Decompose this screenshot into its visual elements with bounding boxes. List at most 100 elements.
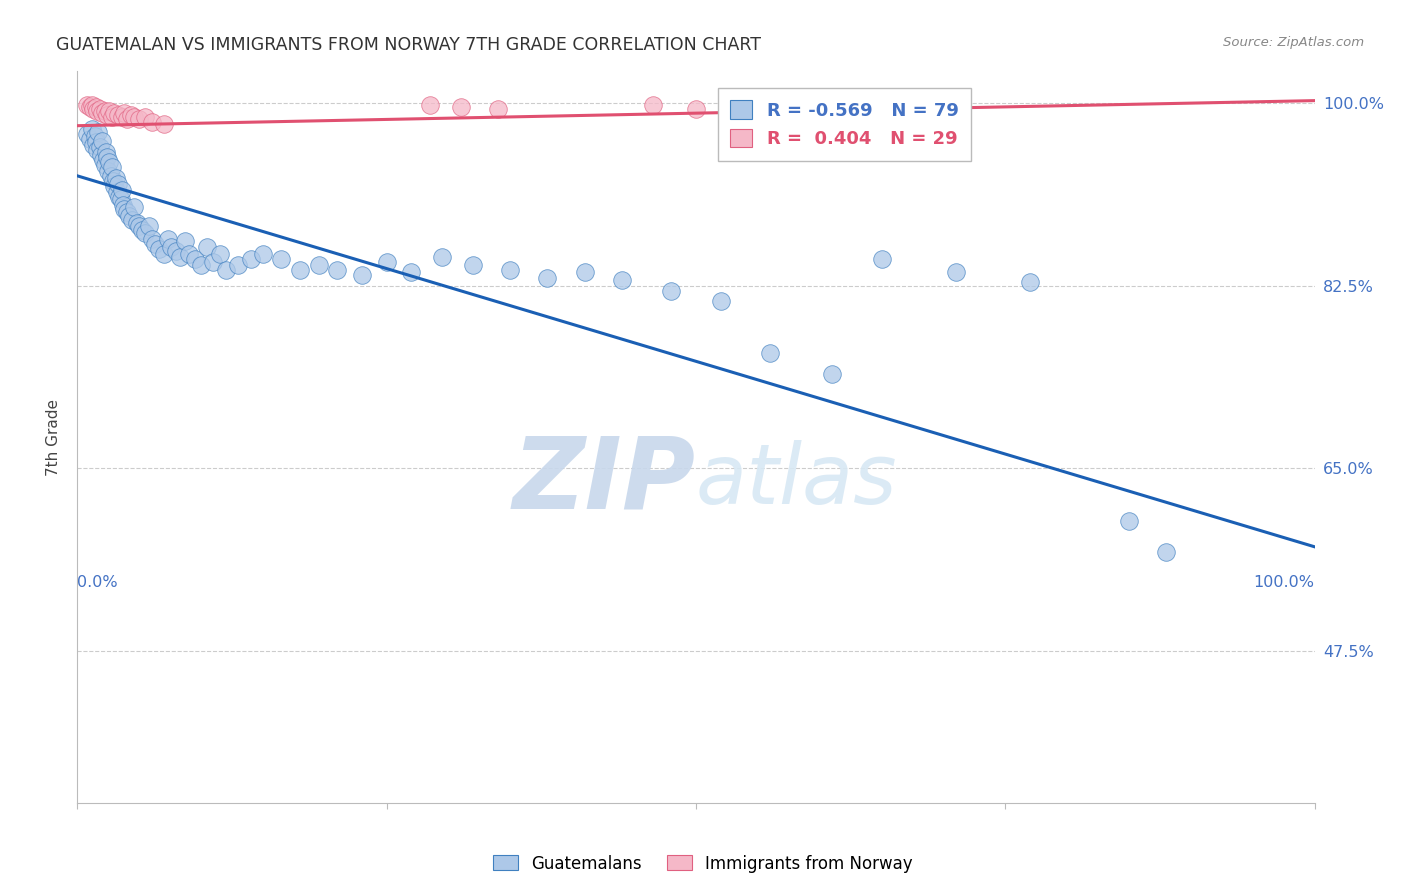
Point — [401, 265, 423, 279]
Point — [93, 104, 115, 119]
Point — [463, 258, 485, 272]
Point — [82, 97, 104, 112]
Point — [153, 247, 176, 261]
Point — [86, 104, 108, 119]
Point — [82, 137, 104, 152]
Point — [79, 132, 101, 146]
Point — [91, 134, 114, 148]
Point — [184, 252, 207, 267]
Legend: R = -0.569   N = 79, R =  0.404   N = 29: R = -0.569 N = 79, R = 0.404 N = 29 — [718, 87, 972, 161]
Point — [486, 102, 509, 116]
Point — [107, 108, 129, 122]
Point — [79, 100, 101, 114]
Point — [115, 205, 138, 219]
Point — [103, 174, 125, 188]
Point — [252, 247, 274, 261]
Point — [98, 104, 121, 119]
Point — [759, 100, 782, 114]
Point — [120, 108, 142, 122]
Point — [128, 219, 150, 233]
Point — [131, 223, 153, 237]
Point — [215, 263, 238, 277]
Point — [112, 198, 135, 212]
Point — [104, 170, 127, 185]
Point — [76, 127, 98, 141]
Point — [450, 100, 472, 114]
Point — [90, 148, 112, 162]
Point — [945, 265, 967, 279]
Point — [169, 251, 191, 265]
Point — [138, 219, 160, 233]
Point — [93, 158, 115, 172]
Point — [143, 236, 166, 251]
Point — [121, 212, 143, 227]
Point — [134, 227, 156, 241]
Point — [190, 258, 212, 272]
Point — [122, 111, 145, 125]
Point — [208, 247, 231, 261]
Point — [122, 200, 145, 214]
Point — [91, 153, 114, 168]
Point — [685, 102, 707, 116]
Point — [89, 102, 111, 116]
Point — [659, 284, 682, 298]
Point — [110, 192, 132, 206]
Point — [125, 216, 148, 230]
Point — [759, 346, 782, 360]
Text: ZIP: ZIP — [513, 433, 696, 530]
Point — [101, 111, 124, 125]
Point — [134, 111, 156, 125]
Point — [111, 184, 134, 198]
Point — [96, 150, 118, 164]
Point — [87, 125, 110, 139]
Legend: Guatemalans, Immigrants from Norway: Guatemalans, Immigrants from Norway — [486, 848, 920, 880]
Point — [103, 179, 125, 194]
Point — [100, 169, 122, 183]
Point — [350, 268, 373, 282]
Point — [870, 252, 893, 267]
Point — [288, 263, 311, 277]
Point — [195, 240, 218, 254]
Point — [107, 178, 129, 192]
Point — [174, 234, 197, 248]
Point — [141, 114, 163, 128]
Point — [118, 209, 141, 223]
Point — [574, 265, 596, 279]
Point — [112, 106, 135, 120]
Point — [82, 121, 104, 136]
Point — [86, 143, 108, 157]
Point — [153, 117, 176, 131]
Text: Source: ZipAtlas.com: Source: ZipAtlas.com — [1223, 36, 1364, 49]
Point — [536, 271, 558, 285]
Text: 0.0%: 0.0% — [77, 574, 118, 590]
Point — [239, 252, 262, 267]
Point — [98, 155, 121, 169]
Point — [97, 163, 120, 178]
Text: 100.0%: 100.0% — [1254, 574, 1315, 590]
Point — [115, 112, 138, 127]
Point — [641, 97, 664, 112]
Point — [499, 263, 522, 277]
Point — [270, 252, 292, 267]
Point — [84, 100, 107, 114]
Point — [108, 190, 131, 204]
Point — [96, 108, 118, 122]
Point — [83, 129, 105, 144]
Point — [156, 231, 179, 245]
Point — [112, 202, 135, 217]
Point — [76, 97, 98, 112]
Point — [1118, 514, 1140, 528]
Text: GUATEMALAN VS IMMIGRANTS FROM NORWAY 7TH GRADE CORRELATION CHART: GUATEMALAN VS IMMIGRANTS FROM NORWAY 7TH… — [56, 36, 761, 54]
Point — [177, 247, 200, 261]
Point — [160, 240, 183, 254]
Text: atlas: atlas — [696, 441, 897, 522]
Point — [821, 368, 844, 382]
Point — [141, 231, 163, 245]
Y-axis label: 7th Grade: 7th Grade — [46, 399, 62, 475]
Point — [91, 106, 114, 120]
Point — [610, 273, 633, 287]
Point — [101, 161, 124, 175]
Point — [165, 244, 187, 258]
Point — [375, 254, 398, 268]
Point — [105, 185, 128, 199]
